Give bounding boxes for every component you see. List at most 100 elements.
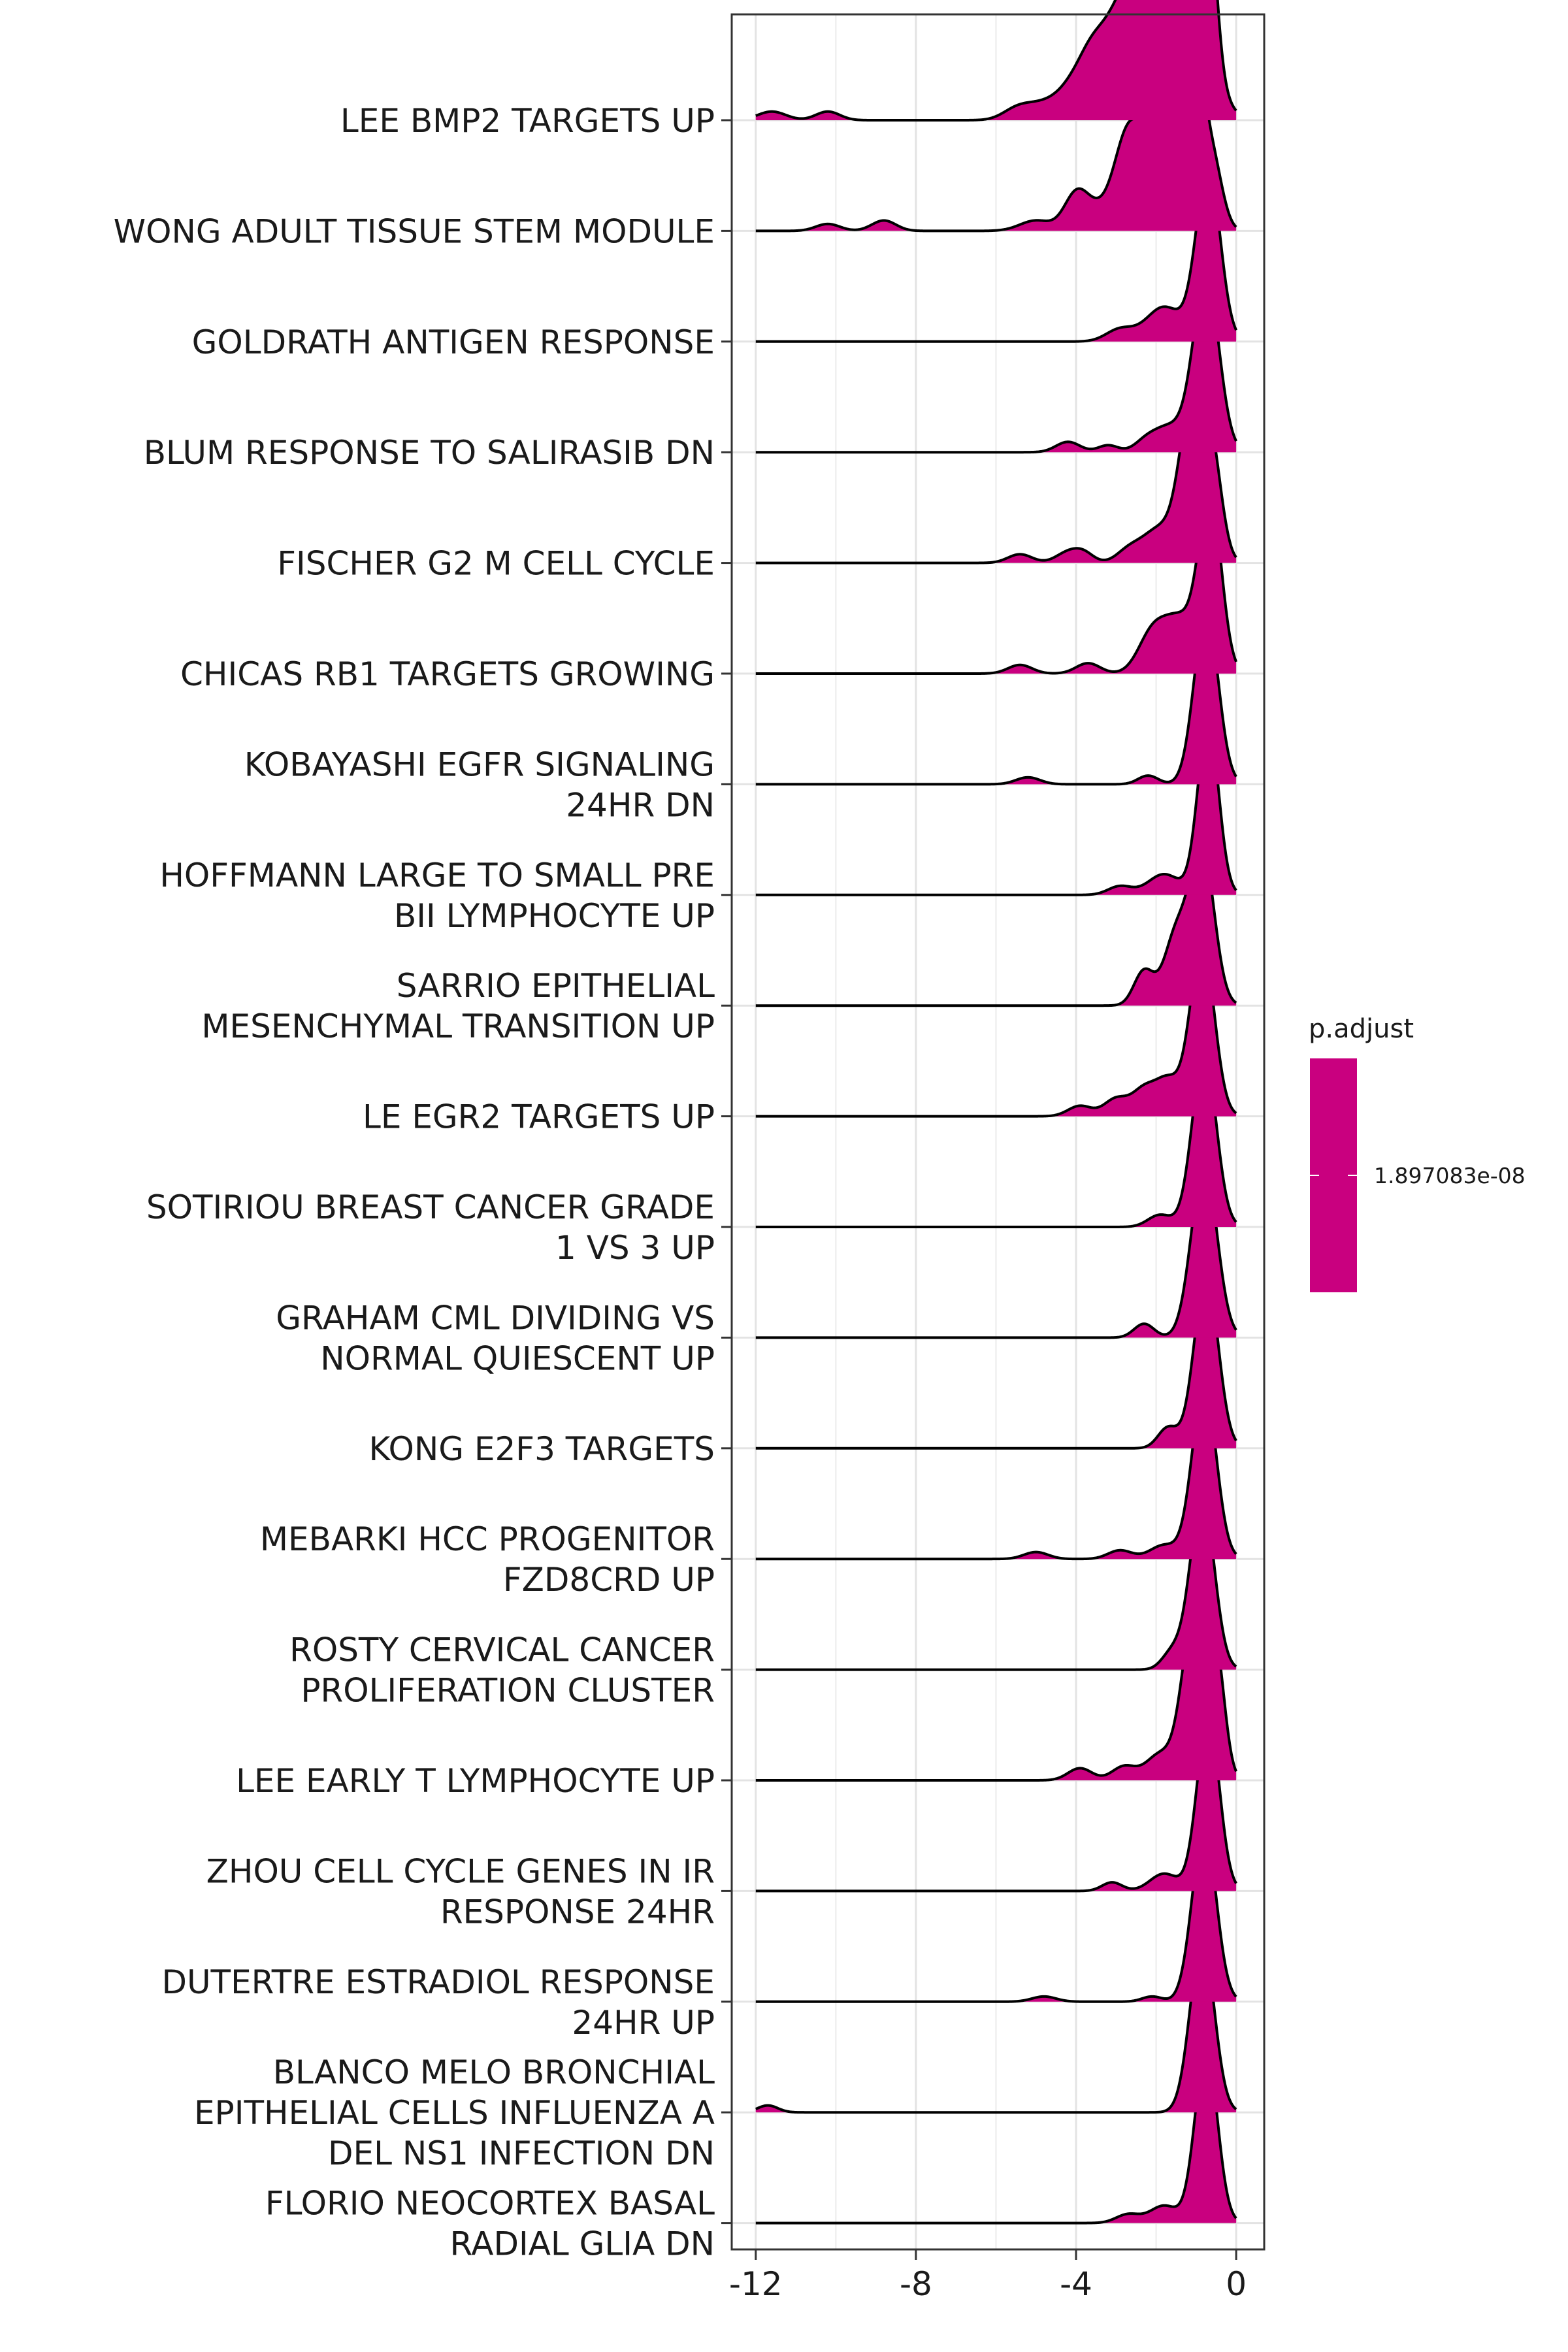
ridge-fill [755, 22, 1237, 231]
ridge-fill [755, 842, 1237, 1006]
ridge-outline [755, 1273, 1237, 1450]
ridge-fill [755, 1609, 1237, 1780]
ridge-15 [755, 1495, 1237, 1671]
category-label-line: LE EGR2 TARGETS UP [363, 1098, 715, 1136]
ridge-outline [755, 1384, 1237, 1561]
category-label-line: HOFFMANN LARGE TO SMALL PRE [159, 857, 715, 894]
plot-panel-border [730, 13, 1266, 2251]
category-label-line: 24HR DN [566, 786, 715, 824]
category-label-line: MESENCHYMAL TRANSITION UP [201, 1007, 715, 1045]
category-label-line: DUTERTRE ESTRADIOL RESPONSE [161, 1963, 715, 2001]
ridge-7 [755, 610, 1237, 786]
category-label: MEBARKI HCC PROGENITOR FZD8CRD UP [260, 1520, 715, 1599]
ridge-fill [755, 0, 1237, 120]
category-label-line: LEE BMP2 TARGETS UP [340, 102, 715, 140]
ridge-outline [755, 1607, 1237, 1782]
ridge-3 [755, 165, 1237, 343]
legend-label: 1.897083e-08 [1374, 1163, 1526, 1188]
legend-title: p.adjust [1309, 1014, 1414, 1044]
x-tick-label: -4 [1060, 2265, 1092, 2303]
category-label-line: FLORIO NEOCORTEX BASAL [265, 2185, 715, 2223]
category-label: LEE BMP2 TARGETS UP [340, 102, 715, 140]
ridge-fill [755, 276, 1237, 453]
category-label: DUTERTRE ESTRADIOL RESPONSE 24HR UP [161, 1963, 715, 2042]
ridge-outline [755, 274, 1237, 454]
x-tick-label: 0 [1226, 2265, 1247, 2303]
category-label-line: GOLDRATH ANTIGEN RESPONSE [192, 323, 715, 361]
ridge-outline [755, 1716, 1237, 1893]
ridge-outline [755, 941, 1237, 1118]
category-label: ZHOU CELL CYCLE GENES IN IR RESPONSE 24HR [206, 1852, 715, 1931]
category-label-line: RESPONSE 24HR [440, 1893, 715, 1931]
category-label-line: BLANCO MELO BRONCHIAL [273, 2053, 715, 2091]
category-label: LEE EARLY T LYMPHOCYTE UP [236, 1762, 715, 1800]
ridge-11 [755, 1052, 1237, 1228]
ridge-fill [755, 942, 1237, 1117]
category-label: GOLDRATH ANTIGEN RESPONSE [192, 323, 715, 361]
ridge-4 [755, 274, 1237, 454]
ridge-fill [755, 1164, 1237, 1338]
y-axis: LEE BMP2 TARGETS UP WONG ADULT TISSUE STE… [114, 102, 732, 2263]
ridge-outline [755, 0, 1237, 122]
ridge-20 [755, 2048, 1237, 2225]
ridge-fill [755, 1053, 1237, 1227]
ridge-outline [755, 1827, 1237, 2003]
ridge-6 [755, 489, 1237, 675]
category-label-line: SARRIO EPITHELIAL [397, 967, 715, 1005]
ridge-19 [755, 1938, 1237, 2114]
category-label: BLANCO MELO BRONCHIAL EPITHELIAL CELLS IN… [194, 2053, 715, 2172]
ridge-1 [755, 0, 1237, 122]
category-label-line: EPITHELIAL CELLS INFLUENZA A [194, 2094, 715, 2132]
category-label: BLUM RESPONSE TO SALIRASIB DN [144, 434, 715, 472]
category-label-line: MEBARKI HCC PROGENITOR [260, 1520, 715, 1558]
x-tick-label: -8 [900, 2265, 932, 2303]
category-label: GRAHAM CML DIVIDING VS NORMAL QUIESCENT U… [276, 1299, 715, 1377]
ridge-outline [755, 1163, 1237, 1339]
ridge-outline [755, 841, 1237, 1007]
category-label: FISCHER G2 M CELL CYCLE [277, 545, 715, 583]
category-label-line: ROSTY CERVICAL CANCER [289, 1631, 715, 1669]
category-label-line: CHICAS RB1 TARGETS GROWING [180, 655, 715, 693]
category-label-line: PROLIFERATION CLUSTER [301, 1672, 715, 1710]
category-label-line: SOTIRIOU BREAST CANCER GRADE [146, 1188, 715, 1226]
ridge-fill [755, 611, 1237, 785]
x-tick-label: -12 [729, 2265, 783, 2303]
ridge-outline [755, 1495, 1237, 1671]
ridge-fill [755, 721, 1237, 895]
category-label: SARRIO EPITHELIAL MESENCHYMAL TRANSITION … [201, 967, 715, 1045]
category-label-line: KOBAYASHI EGFR SIGNALING [244, 745, 715, 783]
ridge-fill [755, 1718, 1237, 1891]
ridge-outline [755, 489, 1237, 675]
ridge-18 [755, 1827, 1237, 2003]
category-label-line: GRAHAM CML DIVIDING VS [276, 1299, 715, 1337]
category-label: WONG ADULT TISSUE STEM MODULE [114, 212, 715, 250]
ridge-outline [755, 2048, 1237, 2225]
category-label-line: ZHOU CELL CYCLE GENES IN IR [206, 1852, 715, 1890]
category-label: FLORIO NEOCORTEX BASAL RADIAL GLIA DN [265, 2185, 715, 2263]
category-label-line: 24HR UP [572, 2004, 715, 2042]
category-label: CHICAS RB1 TARGETS GROWING [180, 655, 715, 693]
ridge-fill [755, 1385, 1237, 1560]
ridge-10 [755, 941, 1237, 1118]
category-label-line: FZD8CRD UP [503, 1561, 715, 1599]
category-label-line: BII LYMPHOCYTE UP [394, 897, 715, 935]
ridge-outline [755, 610, 1237, 786]
category-label: KOBAYASHI EGFR SIGNALING 24HR DN [244, 745, 715, 824]
ridge-outline [755, 1938, 1237, 2114]
ridge-fill [755, 491, 1237, 674]
ridge-outline [755, 383, 1237, 564]
category-label-line: 1 VS 3 UP [555, 1229, 715, 1267]
category-label: KONG E2F3 TARGETS [368, 1430, 715, 1468]
ridge-fill [755, 1939, 1237, 2113]
legend: p.adjust 1.897083e-08 [1309, 1014, 1526, 1292]
ridge-12 [755, 1163, 1237, 1339]
ridge-14 [755, 1384, 1237, 1561]
category-label: LE EGR2 TARGETS UP [363, 1098, 715, 1136]
category-label-line: KONG E2F3 TARGETS [368, 1430, 715, 1468]
x-axis: -12 -8 -4 0 [729, 2249, 1247, 2303]
category-label-line: FISCHER G2 M CELL CYCLE [277, 545, 715, 583]
category-label-line: WONG ADULT TISSUE STEM MODULE [114, 212, 715, 250]
ridge-fill [755, 1496, 1237, 1670]
category-label-line: RADIAL GLIA DN [450, 2225, 715, 2263]
